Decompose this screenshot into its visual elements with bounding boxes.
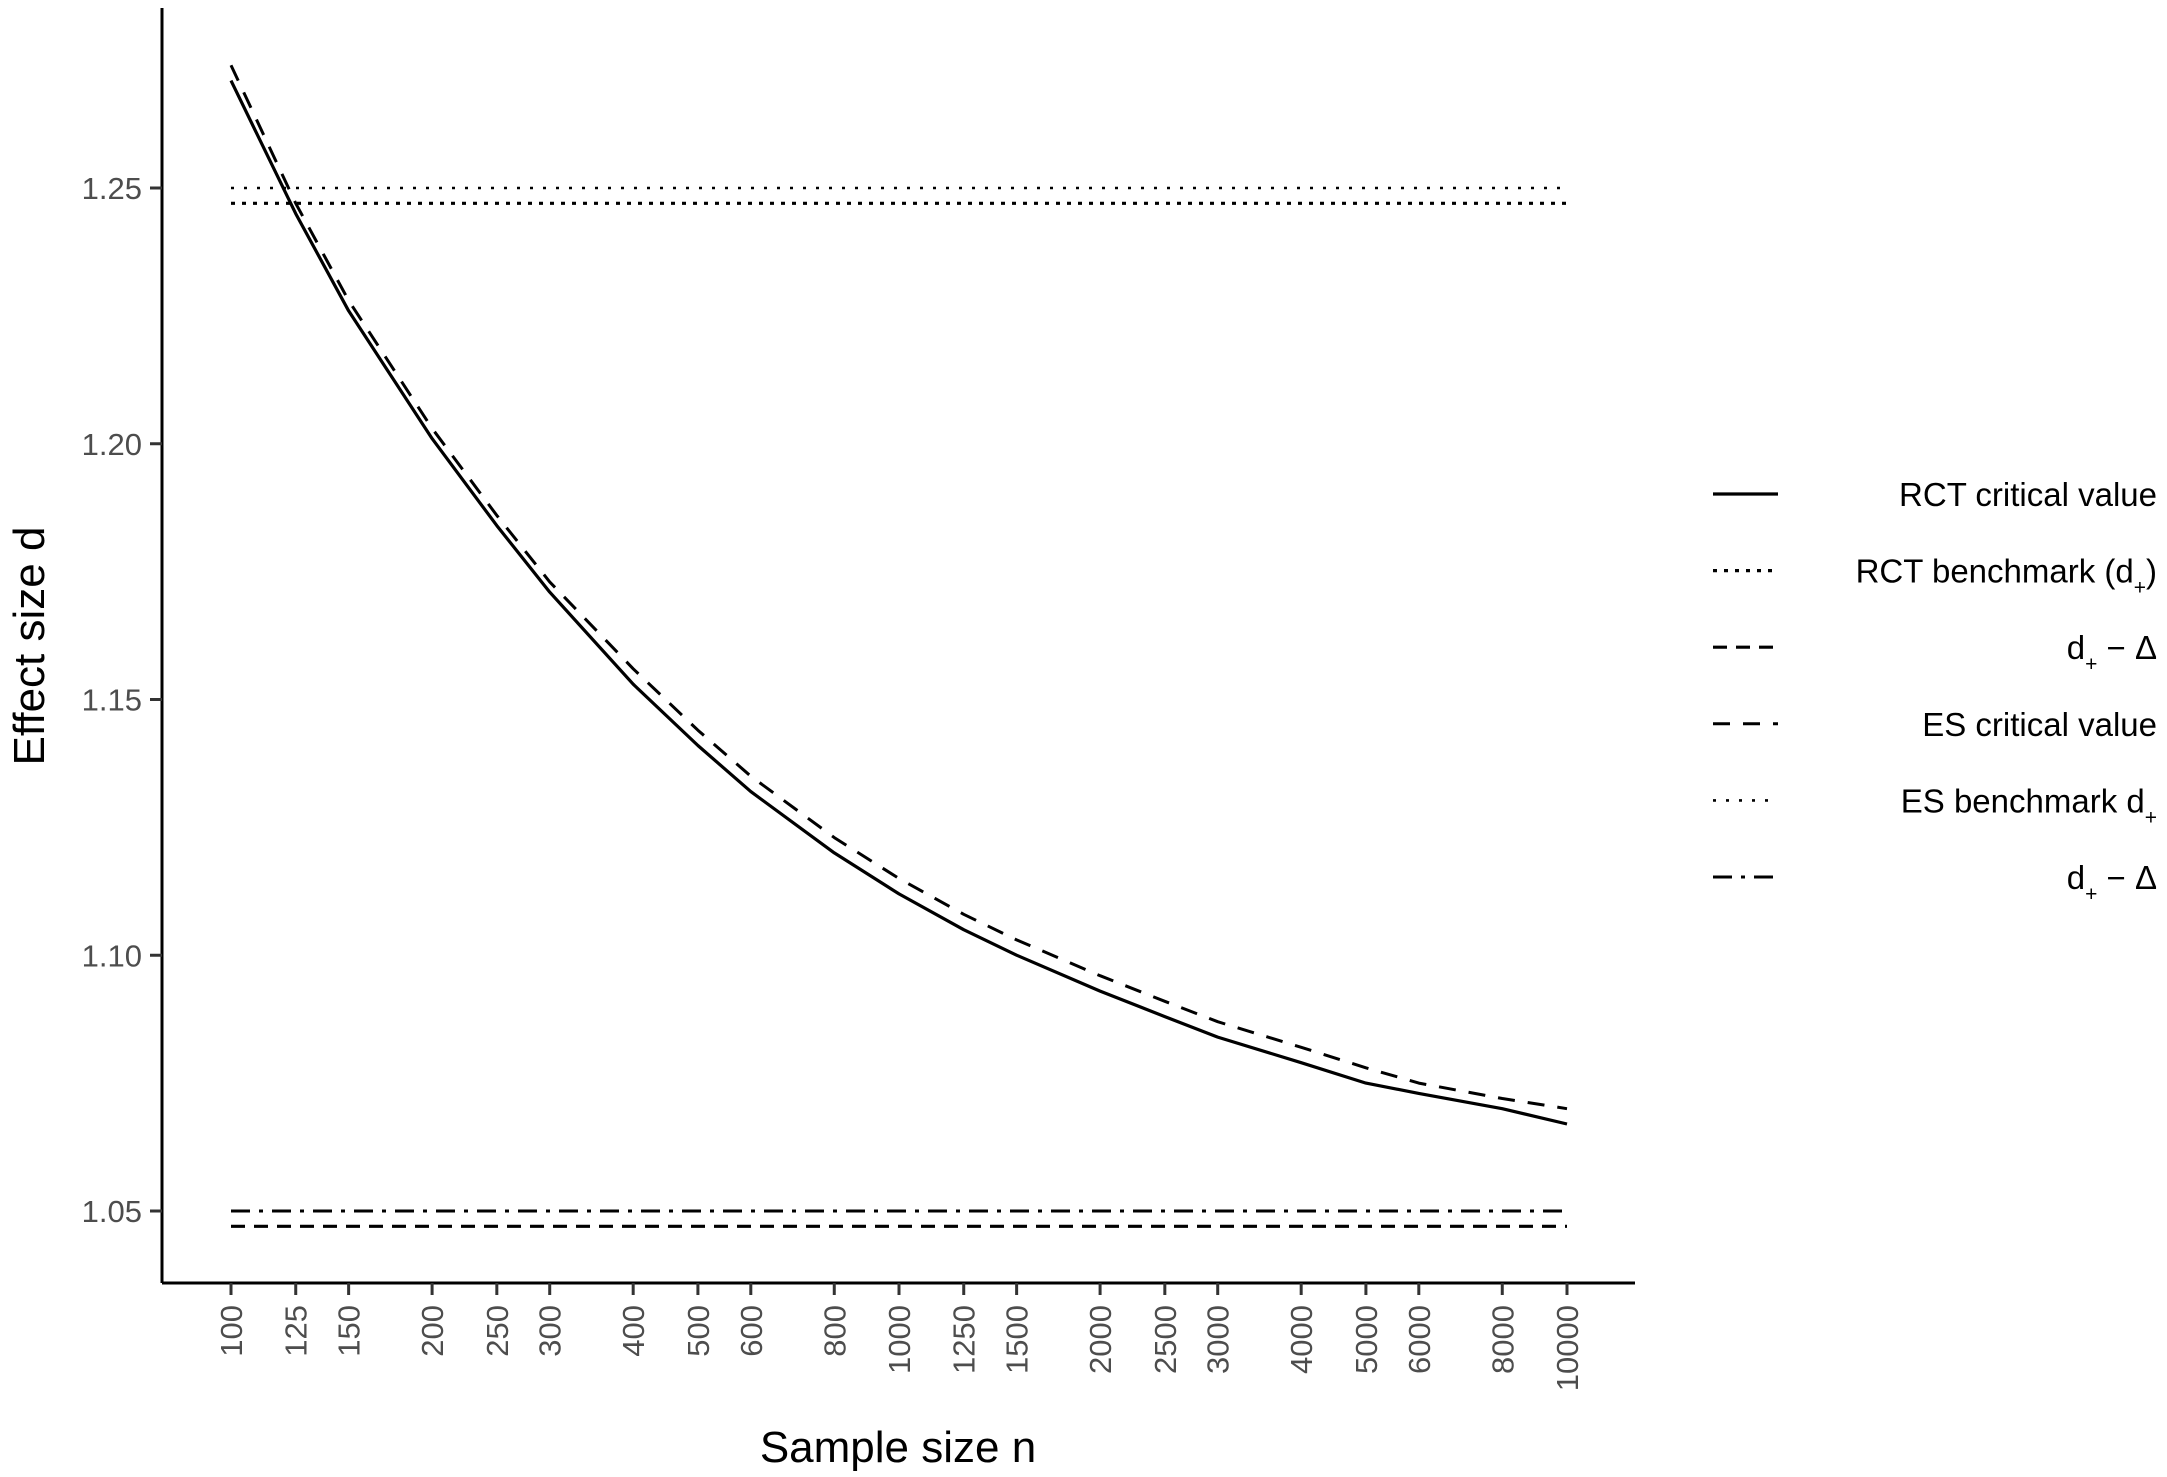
x-tick-label: 8000 (1485, 1305, 1520, 1374)
legend-label-rct_benchmark: RCT benchmark (d+) (1856, 553, 2157, 600)
x-tick-label: 125 (279, 1305, 314, 1357)
x-tick-label: 1250 (947, 1305, 982, 1374)
y-ticks: 1.05 1.10 1.15 1.20 1.25 (82, 171, 162, 1229)
x-tick-label: 600 (734, 1305, 769, 1357)
legend-label-es_benchmark: ES benchmark d+ (1901, 782, 2157, 829)
legend-label-rct_delta: d+ − Δ (2067, 629, 2157, 676)
legend-label-rct_critical: RCT critical value (1899, 476, 2157, 513)
legend: RCT critical value RCT benchmark (d+) d+ −… (1713, 476, 2157, 906)
x-tick-label: 400 (616, 1305, 651, 1357)
x-tick-label: 5000 (1349, 1305, 1384, 1374)
x-tick-label: 6000 (1402, 1305, 1437, 1374)
legend-label-es_delta: d+ − Δ (2067, 859, 2157, 906)
legend-label-es_critical: ES critical value (1922, 706, 2157, 743)
x-tick-label: 150 (332, 1305, 367, 1357)
y-tick-label: 1.25 (82, 171, 142, 206)
x-ticks: 100 125 150 200 250 300 400 500 600 800 1000 1250 15… (214, 1283, 1585, 1391)
x-tick-label: 4000 (1284, 1305, 1319, 1374)
x-tick-label: 200 (415, 1305, 450, 1357)
y-tick-label: 1.20 (82, 427, 142, 462)
x-tick-label: 10000 (1550, 1305, 1585, 1391)
x-tick-label: 2000 (1083, 1305, 1118, 1374)
plot-lines (229, 64, 1568, 1228)
x-tick-label: 250 (480, 1305, 515, 1357)
y-tick-label: 1.10 (82, 938, 142, 973)
x-tick-label: 1000 (882, 1305, 917, 1374)
series-line-rct_critical (229, 79, 1568, 1126)
x-tick-label: 3000 (1201, 1305, 1236, 1374)
x-tick-label: 300 (533, 1305, 568, 1357)
x-tick-label: 100 (214, 1305, 249, 1357)
y-axis-title: Effect size d (5, 527, 54, 766)
x-tick-label: 1500 (1000, 1305, 1035, 1374)
x-tick-label: 500 (681, 1305, 716, 1357)
x-tick-label: 2500 (1148, 1305, 1183, 1374)
y-tick-label: 1.15 (82, 683, 142, 718)
x-axis-title: Sample size n (760, 1423, 1036, 1472)
y-tick-label: 1.05 (82, 1194, 142, 1229)
x-tick-label: 800 (817, 1305, 852, 1357)
series-line-es_critical (229, 64, 1568, 1111)
